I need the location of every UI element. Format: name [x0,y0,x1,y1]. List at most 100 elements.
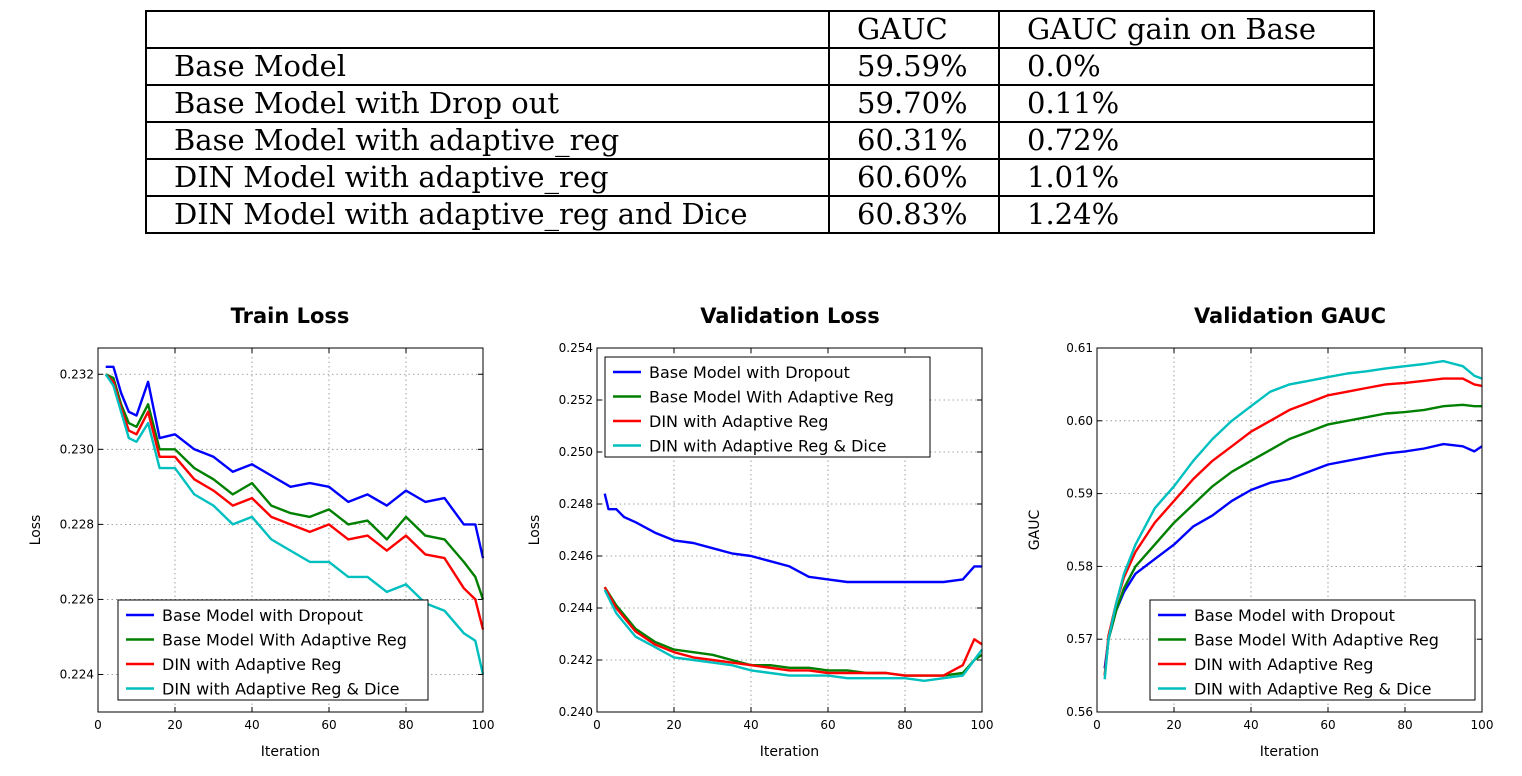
table-cell: DIN Model with adaptive_reg [145,158,830,197]
validation-loss-chart: Validation Loss 0 20 40 60 80 100 0.240 0.242 0.2… [505,285,1010,765]
x-tick-label: 40 [743,718,758,732]
y-tick-label: 0.228 [60,517,94,531]
x-tick-label: 60 [820,718,835,732]
legend-box [1149,599,1476,701]
series-line-1 [105,373,485,600]
y-tick-label: 0.240 [559,705,593,719]
y-axis-label: GAUC [1027,510,1043,551]
y-tick-label: 0.224 [60,667,94,681]
table-cell: DIN Model with adaptive_reg and Dice [145,195,830,234]
x-tick-label: 0 [593,718,601,732]
table-row: Base Model with adaptive_reg 60.31% 0.72% [145,121,1375,160]
table-row: DIN Model with adaptive_reg 60.60% 1.01% [145,158,1375,197]
y-axis-label: Loss [28,515,44,546]
series-line-1 [1103,403,1482,676]
legend-label-0: Base Model with Dropout [649,363,850,382]
legend-label-1: Base Model With Adaptive Reg [1194,631,1439,650]
y-tick-label: 0.58 [1066,559,1093,573]
table-row: Base Model 59.59% 0.0% [145,47,1375,86]
chart-title: Train Loss [231,304,350,328]
series-line-0 [603,493,982,584]
x-tick-label: 40 [244,718,259,732]
legend-label-3: DIN with Adaptive Reg & Dice [649,437,886,456]
table-cell: 59.59% [828,47,1000,86]
x-tick-label: 100 [472,718,495,732]
legend-label-3: DIN with Adaptive Reg & Dice [1194,680,1431,699]
legend-box [604,356,931,458]
y-tick-label: 0.248 [559,497,593,511]
series-line-0 [105,365,485,559]
table-cell: Base Model with adaptive_reg [145,121,830,160]
chart-legend: Base Model with Dropout Base Model With A… [604,356,931,458]
y-tick-label: 0.59 [1066,487,1093,501]
series-line-3 [1103,359,1483,680]
table-header-cell [145,10,830,49]
table-cell: 60.83% [828,195,1000,234]
plot-frame [1096,347,1483,713]
series-line-2 [603,586,983,677]
table-cell: 59.70% [828,84,1000,123]
x-tick-label: 0 [1093,718,1101,732]
results-table-body: GAUC GAUC gain on Base Base Model 59.59% 0.0… [145,10,1375,234]
series-line-0 [1103,442,1483,669]
y-tick-label: 0.250 [559,445,593,459]
series-line-3 [603,589,983,682]
table-header-row: GAUC GAUC gain on Base [145,10,1375,49]
table-row: DIN Model with adaptive_reg and Dice 60.8… [145,195,1375,234]
y-tick-label: 0.56 [1066,705,1093,719]
y-tick-label: 0.246 [559,549,593,563]
chart-legend: Base Model with Dropout Base Model With A… [117,599,429,701]
y-tick-label: 0.232 [60,367,94,381]
y-tick-label: 0.244 [559,601,593,615]
table-row: Base Model with Drop out 59.70% 0.11% [145,84,1375,123]
table-cell: 60.31% [828,121,1000,160]
y-tick-label: 0.242 [559,653,593,667]
y-tick-label: 0.230 [60,442,94,456]
legend-box [117,599,429,701]
y-tick-label: 0.252 [559,393,593,407]
x-axis-label: Iteration [1260,744,1319,760]
x-tick-label: 100 [1471,718,1494,732]
table-cell: 0.72% [998,121,1375,160]
chart-title: Validation Loss [700,304,880,328]
y-tick-label: 0.57 [1066,632,1093,646]
table-cell: 60.60% [828,158,1000,197]
legend-label-2: DIN with Adaptive Reg [1194,655,1373,674]
x-tick-label: 40 [1243,718,1258,732]
x-tick-label: 60 [1320,718,1335,732]
x-tick-label: 60 [321,718,336,732]
table-cell: 1.24% [998,195,1375,234]
series-line-2 [104,373,485,630]
y-tick-label: 0.226 [60,592,94,606]
x-tick-label: 20 [167,718,182,732]
x-tick-label: 0 [94,718,102,732]
x-axis-label: Iteration [760,744,819,760]
table-cell: 0.0% [998,47,1375,86]
validation-gauc-chart: Validation GAUC 0 20 40 60 80 100 0.56 0.57 0.58 0… [1010,285,1515,765]
x-tick-label: 80 [398,718,413,732]
plot-frame [596,347,983,713]
series-line-2 [1103,377,1483,676]
x-tick-label: 80 [1397,718,1412,732]
table-cell: Base Model [145,47,830,86]
y-tick-label: 0.61 [1066,341,1093,355]
legend-label-2: DIN with Adaptive Reg [162,655,341,674]
y-tick-label: 0.254 [559,341,593,355]
legend-label-1: Base Model With Adaptive Reg [649,388,894,407]
train-loss-chart: Train Loss 0 20 40 60 80 100 0.224 0.226 0.228 0.2… [0,285,505,765]
x-axis-label: Iteration [261,744,320,760]
chart-legend: Base Model with Dropout Base Model With A… [1149,599,1476,701]
x-tick-label: 20 [1166,718,1181,732]
plot-frame [97,347,484,713]
y-axis-label: Loss [527,515,543,546]
table-cell: Base Model with Drop out [145,84,830,123]
legend-label-3: DIN with Adaptive Reg & Dice [162,680,399,699]
legend-label-0: Base Model with Dropout [162,606,363,625]
table-cell: 1.01% [998,158,1375,197]
x-tick-label: 20 [666,718,681,732]
table-header-cell: GAUC [828,10,1000,49]
legend-label-2: DIN with Adaptive Reg [649,412,828,431]
table-cell: 0.11% [998,84,1375,123]
table-header-cell: GAUC gain on Base [998,10,1375,49]
series-line-1 [603,586,983,677]
